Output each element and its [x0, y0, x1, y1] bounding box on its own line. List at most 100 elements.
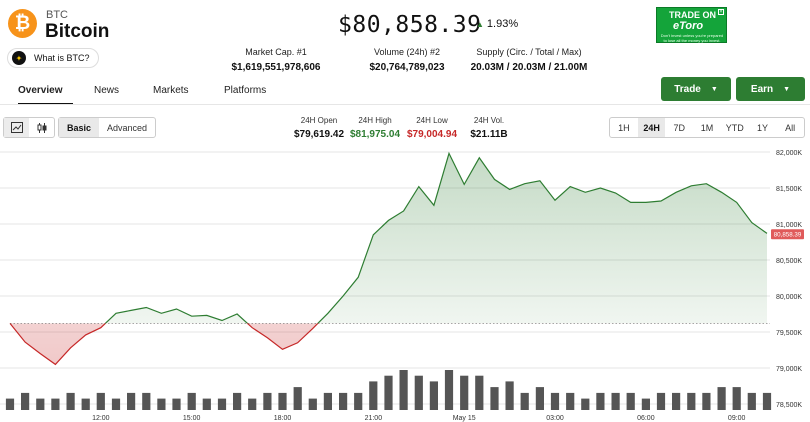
volume-bar	[656, 392, 666, 410]
price-line-up	[9, 151, 768, 324]
volume-bar	[520, 392, 529, 410]
ohlc-high: 24H High $81,975.04	[348, 116, 402, 140]
chevron-down-icon: ▼	[783, 85, 791, 93]
ohlc-label: 24H High	[358, 116, 392, 125]
x-tick-label: May 15	[453, 415, 476, 422]
volume-bar	[127, 392, 136, 410]
spark-icon: ✦	[12, 51, 26, 65]
volume-bar	[611, 392, 620, 410]
volume-bar	[51, 398, 60, 410]
supply-stat: Supply (Circ. / Total / Max) 20.03M / 20…	[466, 47, 592, 73]
range-7d-button[interactable]: 7D	[673, 122, 686, 133]
line-chart-icon[interactable]	[4, 118, 29, 137]
volume-bar	[384, 375, 393, 410]
ohlc-label: 24H Vol.	[473, 116, 505, 125]
volume-bar	[626, 392, 635, 410]
volume-bar	[475, 375, 484, 410]
ohlc-low: 24H Low $79,004.94	[404, 116, 460, 140]
up-arrow-icon: ▲	[476, 20, 484, 29]
price-area-up	[10, 153, 767, 324]
ad-line1: TRADE ON	[669, 10, 716, 20]
x-tick-label: 09:00	[728, 415, 746, 422]
volume-bar	[429, 381, 438, 410]
volume-bar	[596, 392, 605, 410]
volume-bar	[581, 398, 590, 410]
volume-bar	[66, 392, 75, 410]
volume-bar	[505, 381, 514, 410]
range-1y-button[interactable]: 1Y	[756, 122, 768, 133]
volume-bar	[702, 392, 711, 410]
stat-value: $20,764,789,023	[369, 62, 445, 73]
volume-bar	[278, 392, 287, 410]
y-tick-label: 79,000K	[776, 366, 802, 373]
x-tick-label: 18:00	[274, 415, 292, 422]
coin-name: Bitcoin	[45, 21, 110, 42]
y-tick-label: 78,500K	[776, 402, 802, 409]
mode-basic-button[interactable]: Basic	[59, 118, 99, 137]
price-chart[interactable]: 82,000K 81,500K 81,000K 80,500K 80,000K 79,50…	[0, 146, 810, 422]
market-cap-stat: Market Cap. #1 $1,619,551,978,606	[226, 47, 326, 73]
current-price-tag-label: 80,858.39	[774, 232, 802, 239]
x-tick-label: 06:00	[637, 415, 655, 422]
volume-bar	[535, 387, 544, 410]
volume-bar	[5, 398, 15, 410]
mode-advanced-button[interactable]: Advanced	[106, 122, 148, 133]
x-tick-label: 12:00	[92, 415, 110, 422]
tab-markets[interactable]: Markets	[153, 85, 189, 96]
volume-bar	[566, 392, 575, 410]
range-ytd-button[interactable]: YTD	[725, 122, 744, 133]
x-tick-label: 03:00	[546, 415, 564, 422]
volume-bar	[248, 398, 257, 410]
ohlc-value: $81,975.04	[349, 129, 401, 140]
trade-label: Trade	[674, 83, 701, 95]
range-1m-button[interactable]: 1M	[700, 122, 714, 133]
range-all-button[interactable]: All	[785, 122, 796, 133]
volume-bar	[157, 398, 166, 410]
candlestick-chart-icon[interactable]	[29, 118, 54, 137]
current-price: $80,858.39	[338, 12, 482, 38]
trade-button[interactable]: Trade ▼	[661, 77, 731, 101]
ad-disclaimer: Don't invest unless you're prepared to l…	[660, 33, 724, 43]
price-change: ▲ 1.93%	[476, 18, 518, 30]
chevron-down-icon: ▼	[710, 85, 718, 93]
chart-type-toggle	[3, 117, 55, 138]
stat-value: $1,619,551,978,606	[231, 62, 321, 73]
what-is-button[interactable]: ✦ What is BTC?	[7, 48, 99, 68]
volume-bar	[323, 392, 332, 410]
stat-label: Volume (24h) #2	[373, 47, 441, 57]
volume-bar	[414, 375, 423, 410]
ohlc-open: 24H Open $79,619.42	[292, 116, 346, 140]
volume-bar	[217, 398, 227, 410]
volume-bar	[762, 392, 772, 410]
ohlc-volume: 24H Vol. $21.11B	[464, 116, 514, 140]
volume-bar	[550, 392, 560, 410]
volume-bar	[641, 398, 650, 410]
tab-news[interactable]: News	[94, 85, 120, 96]
volume-bar	[233, 392, 242, 410]
volume-bar	[369, 381, 378, 410]
volume-bar	[687, 392, 696, 410]
stat-label: Supply (Circ. / Total / Max)	[476, 47, 582, 57]
tabs-divider	[0, 104, 810, 105]
x-tick-label: 21:00	[365, 415, 383, 422]
range-24h-button[interactable]: 24H	[637, 118, 666, 137]
etoro-ad-banner[interactable]: TRADE ON eToro Don't invest unless you'r…	[656, 7, 727, 43]
volume-bar	[747, 392, 756, 410]
volume-stat: Volume (24h) #2 $20,764,789,023	[352, 47, 462, 73]
volume-bar	[293, 387, 302, 410]
volume-bar	[444, 370, 454, 410]
ohlc-value: $79,004.94	[406, 129, 458, 140]
tab-overview[interactable]: Overview	[18, 80, 73, 105]
ad-close-icon[interactable]: ×	[718, 9, 724, 15]
ohlc-value: $21.11B	[470, 129, 508, 140]
volume-bar	[717, 387, 726, 410]
tab-platforms[interactable]: Platforms	[224, 85, 267, 96]
volume-bar	[172, 398, 181, 410]
current-price-tag	[771, 229, 804, 240]
earn-button[interactable]: Earn ▼	[736, 77, 805, 101]
bitcoin-logo-icon: ₿	[8, 9, 37, 38]
volume-bar	[263, 392, 272, 410]
volume-bar	[672, 392, 681, 410]
ohlc-value: $79,619.42	[293, 129, 345, 140]
range-1h-button[interactable]: 1H	[618, 122, 630, 133]
